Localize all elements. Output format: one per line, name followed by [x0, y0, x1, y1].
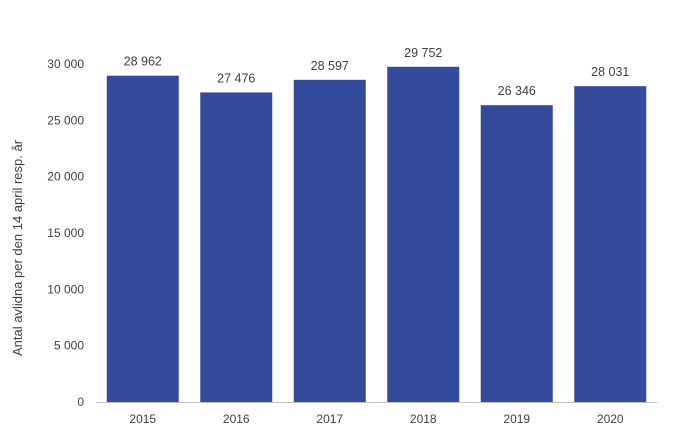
y-tick-label: 20 000 [47, 170, 84, 184]
y-tick-label: 0 [77, 395, 84, 409]
data-label: 26 346 [498, 84, 536, 98]
y-tick-label: 25 000 [47, 113, 84, 127]
data-label: 27 476 [217, 71, 255, 85]
data-labels-group: 28 962 27 476 28 597 29 752 26 346 28 031 [124, 46, 630, 98]
y-tick-label: 30 000 [47, 57, 84, 71]
bar [200, 92, 273, 402]
x-tick-label: 2016 [223, 412, 250, 426]
bar [387, 66, 460, 403]
x-axis-ticks: 2015 2016 2017 2018 2019 2020 [129, 412, 624, 426]
data-label: 29 752 [404, 46, 442, 60]
x-tick-label: 2017 [316, 412, 343, 426]
bar [293, 79, 366, 403]
x-tick-label: 2015 [129, 412, 156, 426]
x-tick-label: 2020 [597, 412, 624, 426]
bar [106, 75, 179, 403]
y-axis-label: Antal avlidna per den 14 april resp. år [10, 139, 25, 356]
bar [574, 86, 647, 402]
bars-group [106, 66, 647, 403]
y-tick-label: 15 000 [47, 226, 84, 240]
y-tick-label: 5 000 [54, 339, 84, 353]
y-tick-label: 10 000 [47, 282, 84, 296]
data-label: 28 597 [311, 59, 349, 73]
x-tick-label: 2018 [410, 412, 437, 426]
data-label: 28 031 [591, 65, 629, 79]
y-axis-ticks: 0 5 000 10 000 15 000 20 000 25 000 30 000 [47, 57, 84, 409]
x-tick-label: 2019 [503, 412, 530, 426]
data-label: 28 962 [124, 55, 162, 69]
bar [480, 105, 553, 403]
